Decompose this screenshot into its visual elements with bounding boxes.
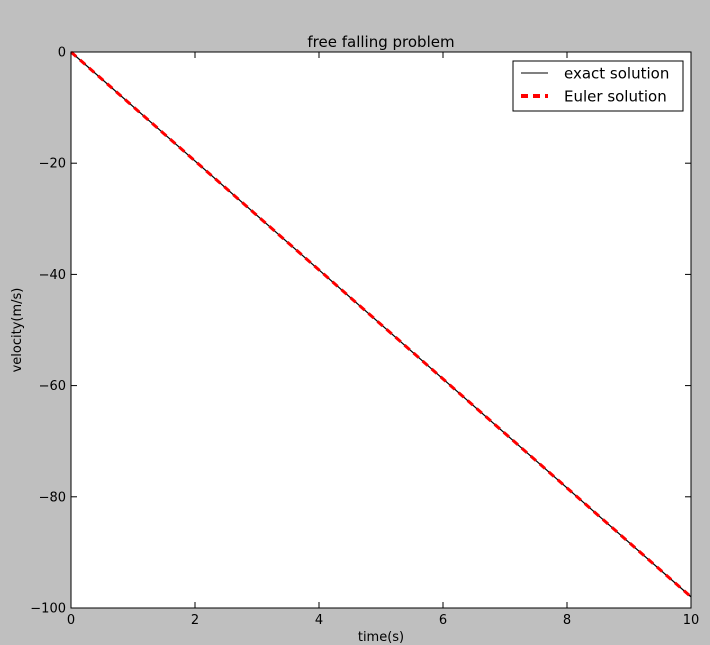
chart-title: free falling problem [307, 33, 454, 51]
y-axis-label: velocity(m/s) [10, 288, 25, 373]
legend-label-euler-solution: Euler solution [564, 88, 667, 106]
tick-layer: 0 2 4 6 8 10 0 −20 −40 −60 −80 −100 [30, 46, 699, 629]
series-line-euler-solution [70, 50, 692, 599]
x-axis-label: time(s) [358, 630, 404, 645]
y-tick-label: −80 [39, 490, 66, 505]
y-tick-label: 0 [58, 46, 66, 61]
x-tick-label: 4 [315, 613, 323, 628]
series-layer [70, 50, 692, 599]
x-tick-label: 8 [563, 613, 571, 628]
x-tick-label: 10 [683, 613, 700, 628]
legend: exact solution Euler solution [512, 60, 684, 112]
x-tick-label: 0 [67, 613, 75, 628]
y-tick-label: −60 [39, 379, 66, 394]
x-tick-label: 6 [439, 613, 447, 628]
y-tick-label: −100 [30, 602, 66, 617]
x-tick-label: 2 [191, 613, 199, 628]
plot-frame [70, 51, 692, 609]
y-tick-label: −40 [39, 268, 66, 283]
legend-label-exact-solution: exact solution [564, 65, 669, 83]
legend-box [512, 60, 684, 112]
y-tick-label: −20 [39, 157, 66, 172]
